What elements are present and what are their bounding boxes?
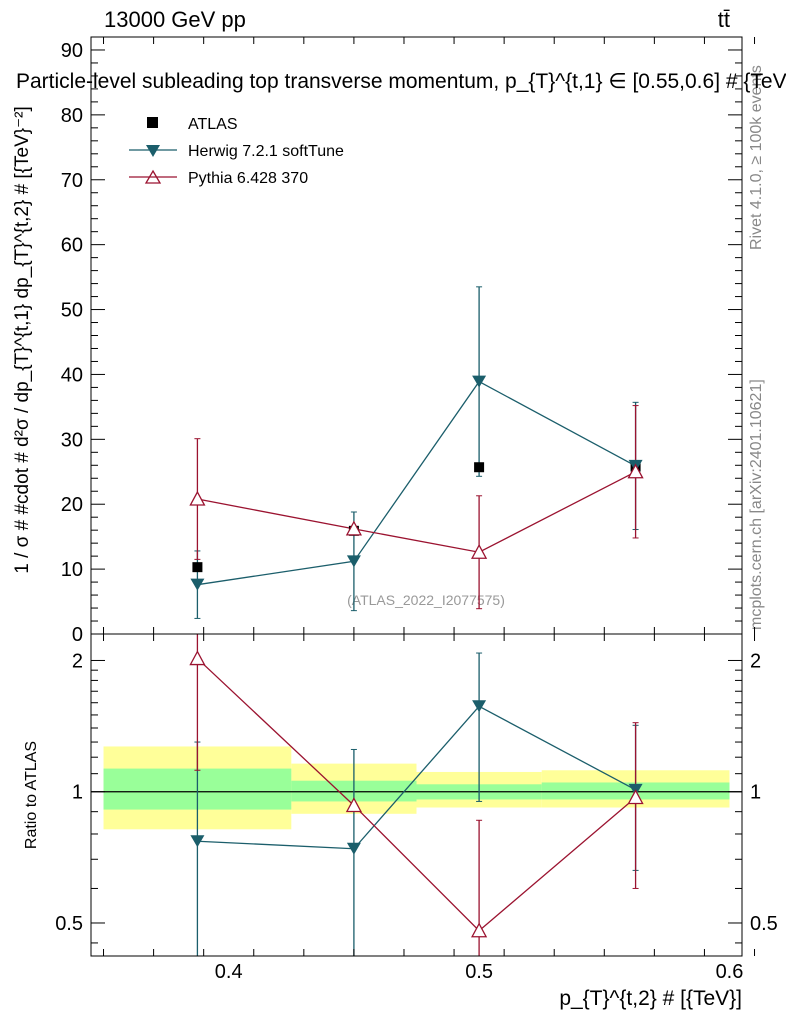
ratio-frame	[90, 633, 743, 957]
x-tick-label: 0.5	[465, 961, 493, 983]
main-title: Particle-level subleading top transverse…	[16, 70, 786, 93]
herwig-point	[190, 578, 205, 591]
herwig-line	[197, 380, 636, 586]
main-y-tick-label: 30	[61, 429, 83, 451]
rivet-label: Rivet 4.1.0, ≥ 100k events	[748, 65, 765, 250]
atlas-point	[474, 462, 485, 473]
pythia-line	[197, 471, 636, 553]
header-energy: 13000 GeV pp	[104, 7, 246, 32]
main-y-tick-label: 0	[72, 624, 83, 646]
main-y-label: 1 / σ # #cdot # d²σ / dp_{T}^{t,1} dp_{T…	[12, 106, 33, 574]
x-axis-label: p_{T}^{t,2} # [{TeV}]	[559, 987, 742, 1010]
legend-marker-atlas	[147, 117, 158, 128]
ratio-herwig-point	[472, 700, 487, 713]
main-y-tick-label: 20	[61, 494, 83, 516]
ratio-y-tick-label-right: 1	[750, 782, 761, 804]
ratio-pythia-line	[196, 658, 637, 932]
main-y-tick-label: 40	[61, 364, 83, 386]
main-data-marks	[189, 286, 644, 619]
ratio-herwig-point	[190, 835, 205, 848]
main-y-tick-label: 70	[61, 170, 83, 192]
ratio-pythia-point	[189, 650, 206, 666]
ratio-pythia-point	[627, 789, 644, 805]
x-tick-label: 0.4	[215, 961, 243, 983]
main-plot-panel: (ATLAS_2022_I2077575) 0 10 20 30 40 50 60 70 80 9…	[12, 36, 786, 646]
legend-marker-herwig	[146, 145, 160, 157]
legend-label-atlas: ATLAS	[188, 116, 238, 133]
legend-label-pythia: Pythia 6.428 370	[188, 170, 308, 187]
pythia-point	[345, 520, 362, 536]
main-y-tick-label: 10	[61, 559, 83, 581]
ratio-data-marks	[189, 634, 644, 956]
header-process: tt̄	[718, 7, 730, 32]
ratio-y-tick-label-right: 0.5	[750, 913, 778, 935]
legend-marker-pythia	[144, 169, 162, 184]
atlas-point	[192, 562, 203, 573]
pythia-point	[627, 463, 644, 479]
main-y-tick-label: 90	[61, 40, 83, 62]
ratio-pythia-point	[471, 922, 488, 938]
ratio-plot-panel: 0.5 0.5 1 1 2 2 0.4 0.5 0.6 Ratio to ATLAS p_{T}…	[23, 633, 778, 1010]
main-y-tick-label: 60	[61, 235, 83, 257]
herwig-point	[472, 375, 487, 388]
main-y-tick-label: 50	[61, 300, 83, 322]
ratio-pythia-point	[345, 797, 362, 813]
ratio-y-tick-label-right: 2	[750, 650, 761, 672]
herwig-point	[346, 555, 361, 568]
pythia-point	[471, 543, 488, 559]
ratio-y-tick-label-left: 1	[72, 782, 83, 804]
main-axes: 0 10 20 30 40 50 60 70 80 90	[61, 36, 756, 646]
x-tick-label: 0.6	[716, 961, 744, 983]
ratio-y-tick-label-left: 2	[72, 650, 83, 672]
ratio-axes: 0.5 0.5 1 1 2 2 0.4 0.5 0.6	[55, 633, 778, 983]
ratio-y-tick-label-left: 0.5	[55, 913, 83, 935]
ratio-herwig-line	[197, 705, 636, 850]
mcplots-label: mcplots.cern.ch [arXiv:2401.10621]	[748, 379, 765, 630]
pythia-point	[189, 490, 206, 506]
ratio-y-label: Ratio to ATLAS	[23, 741, 40, 849]
analysis-watermark: (ATLAS_2022_I2077575)	[347, 592, 505, 608]
legend: ATLAS Herwig 7.2.1 softTune Pythia 6.428…	[129, 116, 344, 187]
legend-label-herwig: Herwig 7.2.1 softTune	[188, 143, 344, 160]
ratio-herwig-point	[346, 842, 361, 855]
ratio-uncertainty-bands	[91, 746, 742, 830]
main-y-tick-label: 80	[61, 105, 83, 127]
